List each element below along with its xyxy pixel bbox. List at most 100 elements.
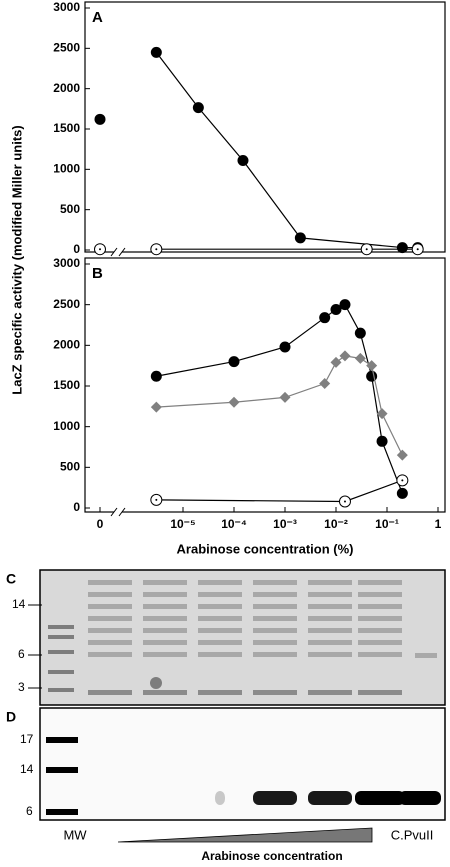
gel-band <box>198 640 242 645</box>
gel-d-marker: 17 <box>20 732 34 746</box>
data-point <box>376 435 388 447</box>
gel-band <box>308 592 352 597</box>
series-line <box>156 479 403 503</box>
point-dot <box>99 248 101 251</box>
y-tick-label: 1000 <box>53 419 80 433</box>
gel-band <box>308 628 352 633</box>
gel-band <box>253 592 297 597</box>
data-point <box>396 449 408 461</box>
data-point <box>339 299 351 311</box>
y-tick-label: 0 <box>73 500 80 514</box>
gel-band <box>88 616 132 621</box>
gel-band <box>198 616 242 621</box>
ladder-band <box>46 737 78 743</box>
data-point <box>228 396 240 408</box>
x-tick-label: 10⁻⁵ <box>170 517 195 531</box>
gel-band <box>308 690 352 695</box>
gel-c-marker: 6 <box>18 647 25 661</box>
data-point <box>279 391 291 403</box>
y-tick-label: 1000 <box>53 162 80 176</box>
y-tick-label: 2500 <box>53 41 80 55</box>
gel-band <box>143 592 187 597</box>
data-point <box>330 304 342 316</box>
y-tick-label: 2000 <box>53 338 80 352</box>
y-tick-label: 0 <box>73 242 80 256</box>
gel-band <box>198 652 242 657</box>
gel-band <box>358 580 402 585</box>
gel-band <box>308 616 352 621</box>
data-point <box>192 102 204 114</box>
x-tick-label: 10⁻² <box>324 517 348 531</box>
gel-band <box>88 580 132 585</box>
data-point <box>354 352 366 364</box>
gel-band <box>143 628 187 633</box>
data-point <box>228 356 240 368</box>
plot-frame <box>84 257 446 513</box>
gel-band <box>355 791 405 805</box>
y-axis-label: LacZ specific activity (modified Miller … <box>9 125 24 394</box>
gel-band <box>308 791 352 805</box>
gradient-label: Arabinose concentration <box>201 849 342 863</box>
gel-band <box>88 592 132 597</box>
gel-band <box>143 616 187 621</box>
gel-band <box>143 652 187 657</box>
gel-band <box>88 690 132 695</box>
gel-band <box>308 652 352 657</box>
axis-break <box>114 508 122 516</box>
gel-band <box>253 791 297 805</box>
ladder-band <box>48 688 74 692</box>
y-tick-label: 500 <box>60 202 80 216</box>
gel-d-bands <box>215 791 441 805</box>
gel-band <box>198 592 242 597</box>
data-point <box>396 242 408 254</box>
gel-band <box>215 791 225 805</box>
plot-frame <box>84 1 446 253</box>
gel-band <box>253 604 297 609</box>
gel-band <box>358 652 402 657</box>
x-tick-label: 10⁻³ <box>273 517 297 531</box>
gel-c-label: C <box>6 571 16 587</box>
axis-break <box>114 248 122 256</box>
gel-band <box>358 690 402 695</box>
gel-band <box>358 592 402 597</box>
y-tick-label: 3000 <box>53 0 80 14</box>
point-dot <box>155 498 158 501</box>
gel-band <box>253 616 297 621</box>
gradient-wedge <box>117 827 373 843</box>
ladder-band <box>48 635 74 639</box>
ladder-band <box>48 650 74 654</box>
data-point <box>339 350 351 362</box>
x-tick-label: 1 <box>435 517 442 531</box>
data-point <box>366 370 378 382</box>
series-line <box>156 355 403 456</box>
gel-band <box>253 640 297 645</box>
gel-c-bands <box>48 580 437 714</box>
gel-band <box>358 616 402 621</box>
data-point <box>237 154 249 166</box>
series-line <box>155 52 418 249</box>
y-tick-label: 3000 <box>53 256 80 270</box>
gel-band <box>88 604 132 609</box>
data-point <box>319 312 331 324</box>
data-point <box>319 378 331 390</box>
data-point <box>150 370 162 382</box>
point-dot <box>416 248 419 251</box>
gel-band <box>198 690 242 695</box>
y-tick-label: 500 <box>60 460 80 474</box>
panel-label: A <box>92 9 103 26</box>
gel-band <box>143 604 187 609</box>
data-point <box>366 360 378 372</box>
gel-band <box>143 690 187 695</box>
data-point <box>94 113 106 125</box>
lane-label: MW <box>63 827 87 842</box>
data-point <box>396 487 408 499</box>
ladder-band <box>48 625 74 629</box>
gel-band <box>308 604 352 609</box>
gel-band <box>198 628 242 633</box>
data-point <box>354 327 366 339</box>
gel-band <box>143 640 187 645</box>
gel-band <box>399 791 441 805</box>
ladder-band <box>48 670 74 674</box>
data-point <box>330 356 342 368</box>
